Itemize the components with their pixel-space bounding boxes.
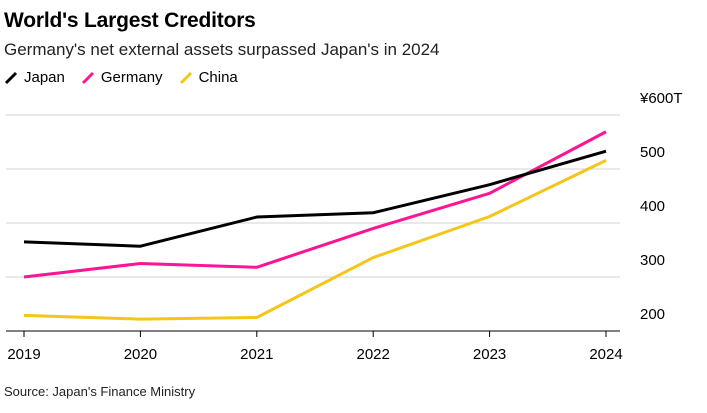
legend-swatch-china: [179, 71, 192, 84]
legend-swatch-japan: [4, 71, 18, 84]
x-tick-label-2021: 2021: [240, 346, 273, 363]
y-tick-label-500: 500: [640, 144, 665, 161]
y-tick-label-600: ¥600T: [639, 90, 683, 107]
y-tick-label-200: 200: [640, 306, 665, 323]
legend-label-japan: Japan: [24, 69, 65, 86]
x-tick-label-2023: 2023: [473, 346, 506, 363]
legend-label-china: China: [198, 69, 238, 86]
legend-item-germany: Germany: [81, 69, 163, 86]
legend-label-germany: Germany: [100, 69, 163, 86]
x-tick-label-2020: 2020: [124, 346, 157, 363]
legend-item-china: China: [179, 69, 238, 86]
series-line-japan: [23, 149, 607, 248]
series-line-china: [23, 159, 607, 321]
legend-item-japan: Japan: [4, 69, 65, 86]
legend-swatch-germany: [81, 71, 94, 84]
series-line-germany: [23, 130, 607, 279]
chart-title: World's Largest Creditors: [4, 9, 256, 32]
legend: Japan Germany China: [4, 69, 254, 86]
chart-subtitle: Germany's net external assets surpassed …: [4, 40, 440, 59]
y-tick-label-400: 400: [640, 198, 665, 215]
x-tick-label-2019: 2019: [7, 346, 40, 363]
x-tick-label-2024: 2024: [589, 346, 622, 363]
source-note: Source: Japan's Finance Ministry: [4, 384, 196, 399]
x-tick-label-2022: 2022: [357, 346, 390, 363]
y-tick-label-300: 300: [640, 252, 665, 269]
